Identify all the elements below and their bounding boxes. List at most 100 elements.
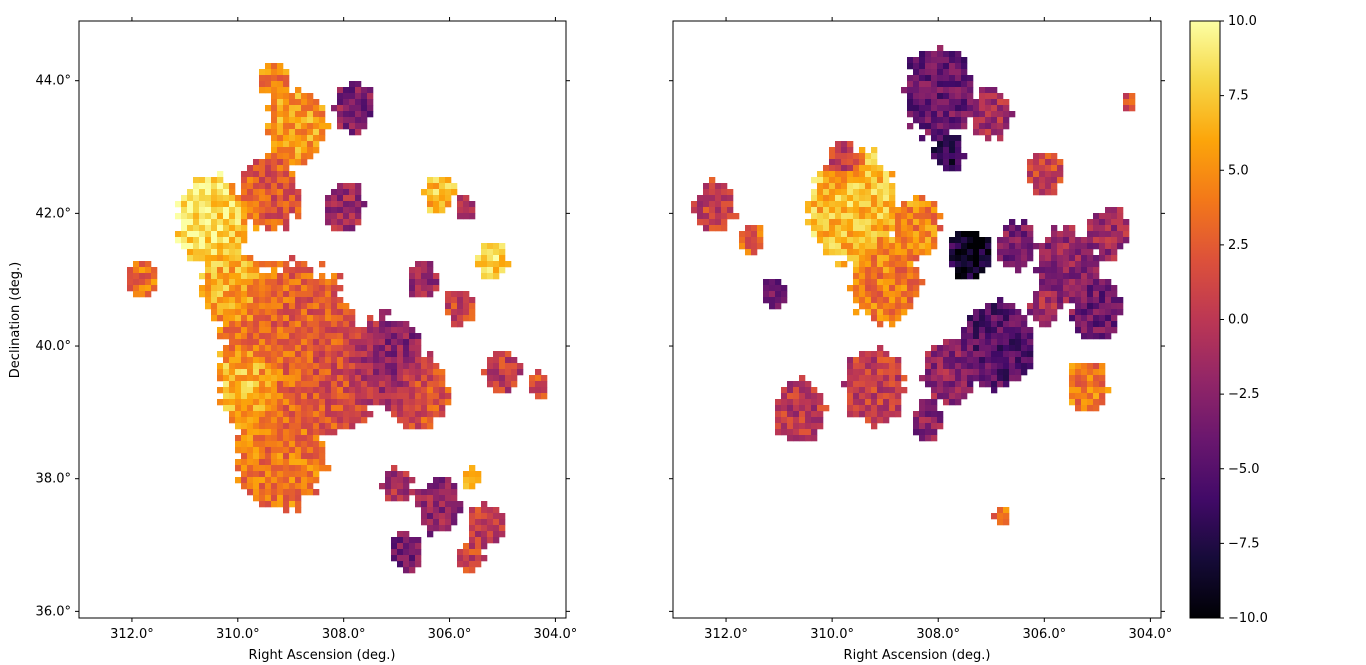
heatmap-cell <box>211 201 218 208</box>
heatmap-cell <box>997 129 1004 136</box>
heatmap-cell <box>835 231 842 238</box>
heatmap-cell <box>361 201 368 208</box>
heatmap-cell <box>295 297 302 304</box>
heatmap-cell <box>331 339 338 346</box>
heatmap-cell <box>457 555 464 562</box>
heatmap-cell <box>811 429 818 436</box>
heatmap-cell <box>1021 327 1028 334</box>
heatmap-cell <box>295 87 302 94</box>
heatmap-cell <box>433 201 440 208</box>
heatmap-cell <box>319 105 326 112</box>
heatmap-cell <box>235 339 242 346</box>
heatmap-cell <box>469 525 476 532</box>
heatmap-cell <box>805 423 812 430</box>
heatmap-cell <box>865 417 872 424</box>
heatmap-cell <box>1051 225 1058 232</box>
heatmap-cell <box>859 255 866 262</box>
heatmap-cell <box>919 195 926 202</box>
heatmap-cell <box>967 231 974 238</box>
heatmap-cell <box>205 267 212 274</box>
heatmap-cell <box>427 201 434 208</box>
heatmap-cell <box>217 189 224 196</box>
heatmap-cell <box>949 357 956 364</box>
heatmap-cell <box>847 357 854 364</box>
heatmap-cell <box>871 231 878 238</box>
heatmap-cell <box>241 483 248 490</box>
heatmap-cell <box>979 123 986 130</box>
heatmap-cell <box>259 483 266 490</box>
heatmap-cell <box>313 459 320 466</box>
heatmap-cell <box>877 345 884 352</box>
heatmap-cell <box>349 117 356 124</box>
heatmap-cell <box>307 465 314 472</box>
heatmap-cell <box>889 213 896 220</box>
heatmap-cell <box>1093 399 1100 406</box>
heatmap-cell <box>913 279 920 286</box>
heatmap-cell <box>1099 393 1106 400</box>
heatmap-cell <box>199 183 206 190</box>
heatmap-cell <box>865 291 872 298</box>
heatmap-cell <box>955 387 962 394</box>
heatmap-cell <box>835 183 842 190</box>
heatmap-cell <box>451 513 458 520</box>
heatmap-cell <box>361 327 368 334</box>
heatmap-cell <box>241 363 248 370</box>
heatmap-cell <box>895 285 902 292</box>
heatmap-cell <box>217 273 224 280</box>
heatmap-cell <box>445 309 452 316</box>
heatmap-cell <box>217 195 224 202</box>
heatmap-cell <box>253 291 260 298</box>
heatmap-cell <box>295 465 302 472</box>
heatmap-cell <box>319 453 326 460</box>
heatmap-cell <box>331 351 338 358</box>
heatmap-cell <box>883 237 890 244</box>
heatmap-cell <box>823 201 830 208</box>
heatmap-cell <box>319 423 326 430</box>
heatmap-cell <box>817 405 824 412</box>
heatmap-cell <box>331 309 338 316</box>
heatmap-cell <box>247 345 254 352</box>
heatmap-cell <box>1063 279 1070 286</box>
heatmap-cell <box>289 465 296 472</box>
heatmap-cell <box>313 123 320 130</box>
heatmap-cell <box>301 357 308 364</box>
heatmap-cell <box>235 369 242 376</box>
heatmap-cell <box>271 405 278 412</box>
heatmap-cell <box>301 333 308 340</box>
heatmap-cell <box>271 333 278 340</box>
heatmap-cell <box>127 285 134 292</box>
heatmap-cell <box>367 105 374 112</box>
heatmap-cell <box>325 285 332 292</box>
heatmap-cell <box>901 291 908 298</box>
heatmap-cell <box>319 279 326 286</box>
heatmap-cell <box>307 435 314 442</box>
heatmap-cell <box>283 135 290 142</box>
heatmap-cell <box>295 483 302 490</box>
heatmap-cell <box>205 207 212 214</box>
heatmap-cell <box>343 99 350 106</box>
heatmap-cell <box>865 393 872 400</box>
heatmap-cell <box>223 327 230 334</box>
heatmap-cell <box>919 75 926 82</box>
heatmap-cell <box>319 345 326 352</box>
heatmap-cell <box>271 147 278 154</box>
heatmap-cell <box>931 375 938 382</box>
heatmap-cell <box>811 423 818 430</box>
heatmap-cell <box>1087 273 1094 280</box>
heatmap-cell <box>259 375 266 382</box>
heatmap-cell <box>1075 291 1082 298</box>
heatmap-cell <box>697 219 704 226</box>
heatmap-cell <box>241 327 248 334</box>
heatmap-cell <box>259 69 266 76</box>
heatmap-cell <box>247 183 254 190</box>
heatmap-cell <box>403 561 410 568</box>
heatmap-cell <box>493 513 500 520</box>
heatmap-cell <box>775 423 782 430</box>
heatmap-cell <box>343 393 350 400</box>
heatmap-cell <box>289 489 296 496</box>
heatmap-cell <box>1087 393 1094 400</box>
heatmap-cell <box>1081 327 1088 334</box>
heatmap-cell <box>307 123 314 130</box>
heatmap-cell <box>367 327 374 334</box>
heatmap-cell <box>481 273 488 280</box>
